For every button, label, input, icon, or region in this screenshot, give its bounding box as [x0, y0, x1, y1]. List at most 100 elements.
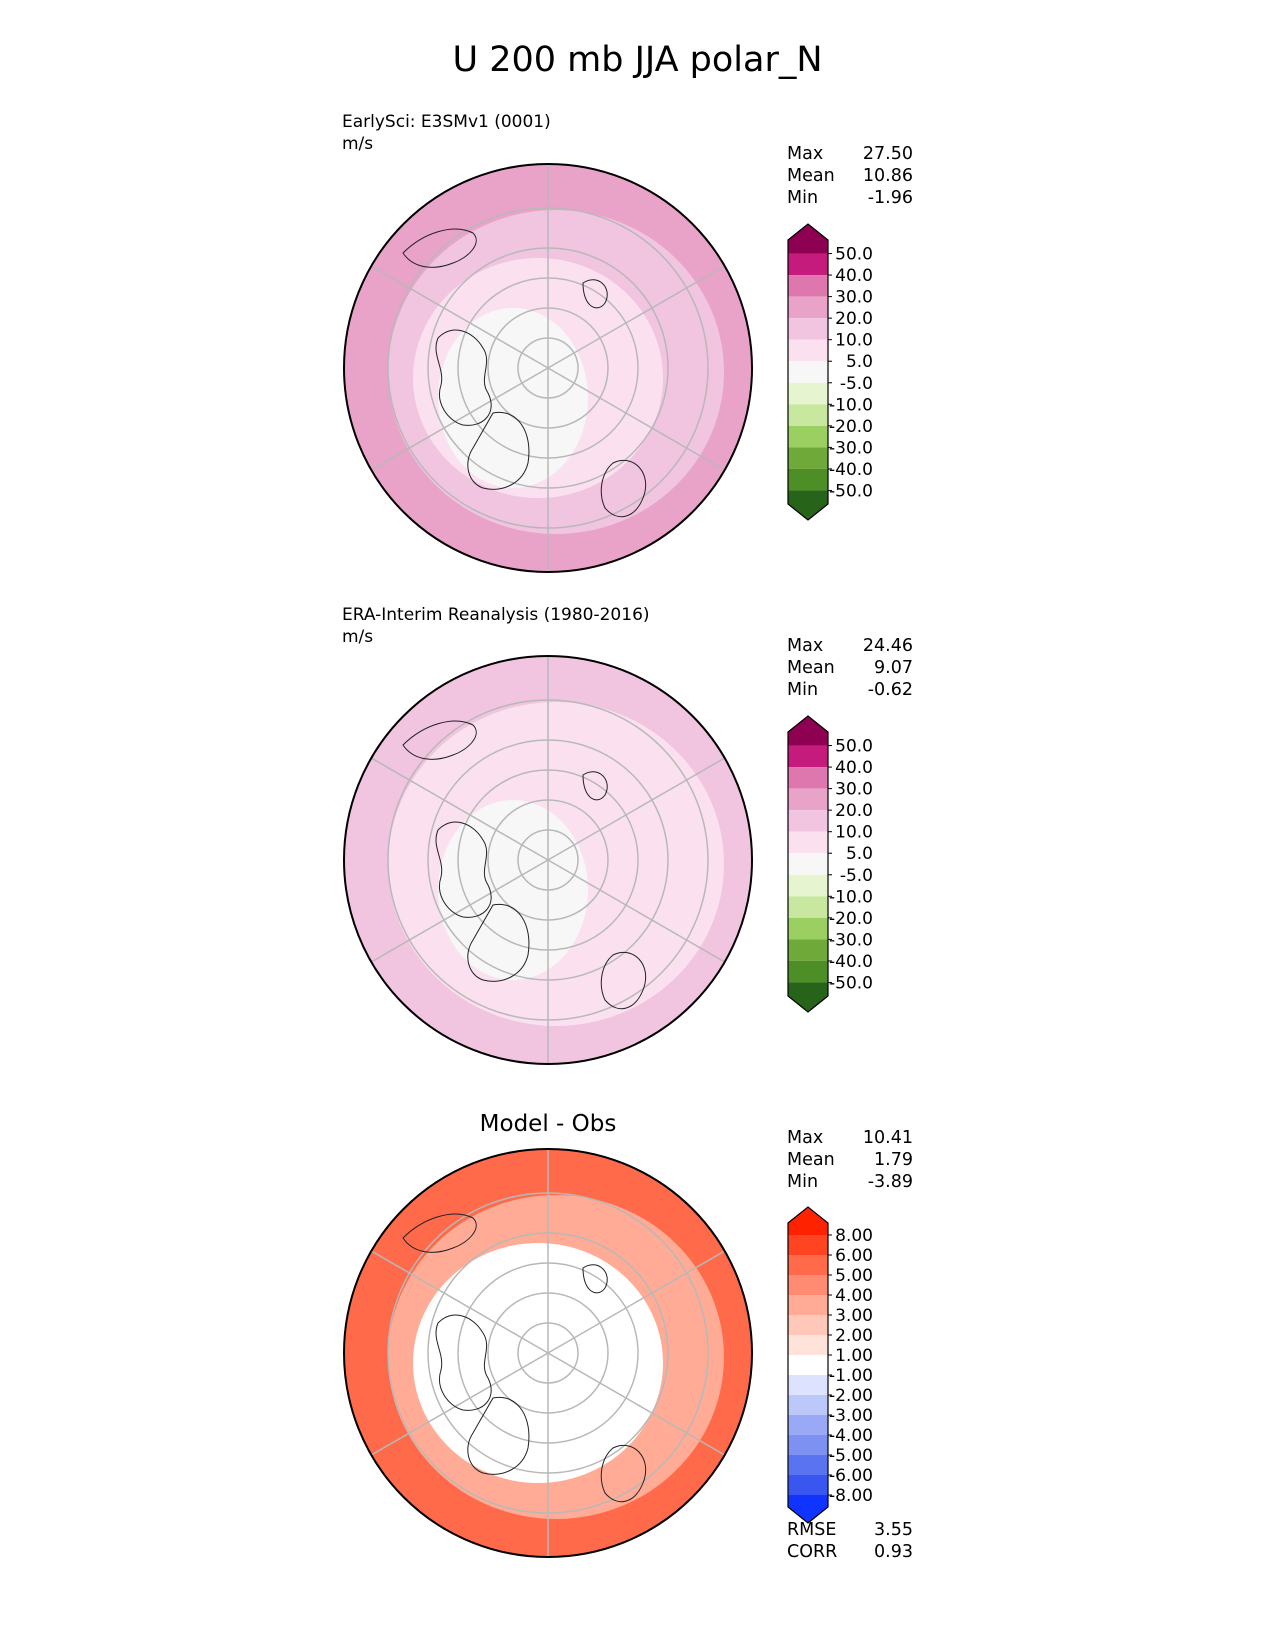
map-boundary: [343, 655, 753, 1065]
colorbar-label: 2.00: [835, 1326, 873, 1346]
colorbar-label: 20.0: [835, 801, 873, 821]
colorbar-segment: [788, 745, 828, 768]
colorbar-segment: [788, 318, 828, 340]
colorbar-label: -5.00: [829, 1446, 873, 1466]
colorbar-label: -50.0: [829, 973, 873, 993]
meridian-line: [547, 1352, 726, 1456]
colorbar-label: -20.0: [829, 417, 873, 437]
colorbar-segment: [788, 425, 828, 448]
colorbar-segment: [788, 296, 828, 319]
colorbar-segment: [788, 896, 828, 918]
stat-max: Max 27.50: [787, 144, 913, 164]
colorbar-label: 40.0: [835, 758, 873, 778]
colorbar-segment: [788, 490, 828, 520]
meridian-line: [370, 367, 549, 471]
colorbar-segment: [788, 1335, 828, 1355]
colorbar-outline: [787, 223, 829, 521]
colorbar-label: 4.00: [835, 1286, 873, 1306]
colorbar-label: -50.0: [829, 481, 873, 501]
stat-min: Min -3.89: [787, 1172, 913, 1192]
colorbar-outline: [787, 1206, 829, 1524]
colorbar-segment: [788, 767, 828, 789]
panel-2-label: ERA-Interim Reanalysis (1980-2016): [342, 605, 650, 625]
colorbar-label: 3.00: [835, 1306, 873, 1326]
colorbar-segment: [788, 1395, 828, 1415]
colorbar-segment: [788, 224, 828, 254]
panel-2-colorbar: 50.040.030.020.010.05.0-5.0-10.0-20.0-30…: [787, 715, 873, 1013]
map-boundary: [343, 163, 753, 573]
coastline: [402, 228, 647, 518]
meridian-line: [547, 1250, 726, 1354]
colorbar-segment: [788, 810, 828, 832]
panel-2-map: [343, 655, 753, 1065]
figure-title: U 200 mb JJA polar_N: [452, 40, 823, 80]
panel-1-colorbar: 50.040.030.020.010.05.0-5.0-10.0-20.0-30…: [787, 223, 873, 521]
colorbar-segment: [788, 1495, 828, 1523]
stat-mean: Mean 1.79: [787, 1150, 913, 1170]
colorbar-segment: [788, 1375, 828, 1395]
colorbar-segment: [788, 1435, 828, 1455]
meridian-line: [370, 859, 549, 963]
colorbar-label: 5.0: [846, 844, 873, 864]
colorbar-segment: [788, 788, 828, 811]
colorbar-segment: [788, 1275, 828, 1295]
panel-3-stats: Max 10.41 Mean 1.79 Min -3.89: [787, 1127, 913, 1193]
colorbar-segment: [788, 1255, 828, 1275]
colorbar-segment: [788, 1355, 828, 1375]
panel-3-metrics: RMSE 3.55 CORR 0.93: [787, 1519, 913, 1563]
colorbar-segment: [788, 1295, 828, 1315]
field-pole: [438, 308, 588, 488]
meridian-line: [547, 757, 726, 861]
panel-1-label: EarlySci: E3SMv1 (0001): [342, 112, 551, 132]
colorbar-label: 10.0: [835, 331, 873, 351]
colorbar-segment: [788, 1475, 828, 1495]
stat-max: Max 10.41: [787, 1128, 913, 1148]
colorbar-outline: [787, 715, 829, 1013]
colorbar-segment: [788, 361, 828, 383]
panel-1-stats: Max 27.50 Mean 10.86 Min -1.96: [787, 143, 913, 209]
field-pole: [438, 800, 588, 980]
colorbar-segment: [788, 253, 828, 276]
stat-min: Min -0.62: [787, 680, 913, 700]
panel-3-colorbar: 8.006.005.004.003.002.001.00-1.00-2.00-3…: [787, 1206, 873, 1524]
colorbar-segment: [788, 447, 828, 469]
colorbar-label: 10.0: [835, 823, 873, 843]
stat-mean: Mean 9.07: [787, 658, 913, 678]
colorbar-label: 8.00: [835, 1226, 873, 1246]
metric-corr: CORR 0.93: [787, 1542, 913, 1562]
colorbar-segment: [788, 874, 828, 897]
colorbar-segment: [788, 1415, 828, 1435]
colorbar-label: -8.00: [829, 1486, 873, 1506]
colorbar-segment: [788, 831, 828, 854]
colorbar-segment: [788, 982, 828, 1012]
colorbar-label: 30.0: [835, 288, 873, 308]
colorbar-segment: [788, 1235, 828, 1255]
colorbar-segment: [788, 716, 828, 746]
colorbar-segment: [788, 404, 828, 426]
colorbar-label: -6.00: [829, 1466, 873, 1486]
field-pole: [438, 1293, 588, 1473]
meridian-line: [370, 757, 549, 861]
colorbar-segment: [788, 853, 828, 875]
colorbar-segment: [788, 468, 828, 491]
colorbar-label: 5.0: [846, 352, 873, 372]
meridian-line: [547, 367, 726, 471]
colorbar-segment: [788, 917, 828, 940]
colorbar-label: -10.0: [829, 887, 873, 907]
colorbar-segment: [788, 1315, 828, 1335]
colorbar-label: 50.0: [835, 245, 873, 265]
colorbar-label: -3.00: [829, 1406, 873, 1426]
meridian-line: [370, 1352, 549, 1456]
colorbar-label: 1.00: [835, 1346, 873, 1366]
colorbar-segment: [788, 1207, 828, 1235]
colorbar-segment: [788, 960, 828, 983]
colorbar-label: 30.0: [835, 780, 873, 800]
colorbar-label: -40.0: [829, 460, 873, 480]
metric-rmse: RMSE 3.55: [787, 1520, 913, 1540]
meridian-line: [547, 265, 726, 369]
colorbar-segment: [788, 1455, 828, 1475]
stat-min: Min -1.96: [787, 188, 913, 208]
stat-max: Max 24.46: [787, 636, 913, 656]
coastline: [402, 1213, 647, 1503]
panel-1-map: [343, 163, 753, 573]
